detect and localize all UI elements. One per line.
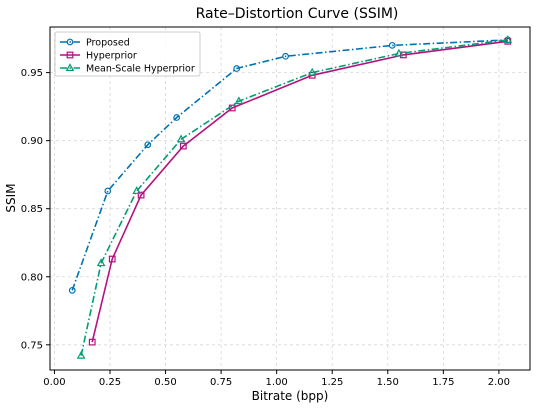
x-tick-label: 1.25 bbox=[321, 377, 343, 388]
data-point-proposed bbox=[173, 114, 181, 121]
y-tick-label: 0.90 bbox=[21, 136, 43, 147]
data-point-mean-scale-hyperprior bbox=[176, 134, 186, 143]
plot-frame bbox=[49, 26, 531, 371]
data-point-mean-scale-hyperprior bbox=[394, 48, 404, 57]
series-line-proposed bbox=[71, 39, 508, 291]
legend-item-proposed: Proposed bbox=[60, 38, 130, 49]
series-line-mean-scale-hyperprior bbox=[80, 39, 508, 356]
data-point-proposed bbox=[233, 65, 241, 72]
data-point-hyperprior bbox=[399, 51, 407, 59]
legend-marker-hyperprior bbox=[66, 51, 74, 59]
data-point-mean-scale-hyperprior bbox=[503, 35, 513, 43]
x-tick-label: 0.00 bbox=[43, 377, 65, 388]
legend-label-proposed: Proposed bbox=[86, 38, 130, 49]
data-point-proposed bbox=[388, 41, 396, 49]
series-hyperprior bbox=[88, 37, 512, 346]
x-tick-label: 0.25 bbox=[99, 377, 121, 388]
legend-marker-mean-scale-hyperprior bbox=[65, 63, 75, 72]
data-point-mean-scale-hyperprior bbox=[132, 186, 141, 195]
x-tick-label: 0.50 bbox=[154, 377, 176, 388]
legend-item-hyperprior: Hyperprior bbox=[60, 51, 137, 62]
x-axis-ticks: 0.00 0.25 0.50 0.75 1.00 1.25 1.50 1.75 2.00 bbox=[43, 370, 510, 388]
data-point-proposed bbox=[282, 52, 289, 60]
series-mean-scale-hyperprior bbox=[76, 35, 513, 359]
y-axis-label: SSIM bbox=[4, 183, 18, 212]
series-group bbox=[68, 35, 513, 359]
x-tick-label: 2.00 bbox=[488, 377, 510, 388]
y-tick-label: 0.95 bbox=[21, 68, 43, 79]
data-point-mean-scale-hyperprior bbox=[96, 258, 106, 267]
data-point-hyperprior bbox=[137, 191, 145, 199]
y-tick-label: 0.85 bbox=[21, 204, 43, 215]
x-tick-label: 1.00 bbox=[266, 377, 288, 388]
y-tick-label: 0.75 bbox=[21, 340, 43, 351]
legend-marker-proposed bbox=[66, 38, 74, 46]
data-point-mean-scale-hyperprior bbox=[234, 96, 244, 105]
legend: Proposed Hyperprior Mean-Scale Hyperprior bbox=[54, 31, 201, 77]
legend-label-mean-scale-hyperprior: Mean-Scale Hyperprior bbox=[86, 64, 195, 75]
data-point-mean-scale-hyperprior bbox=[307, 67, 317, 76]
data-point-proposed bbox=[68, 286, 76, 294]
legend-box bbox=[54, 31, 201, 77]
series-line-hyperprior bbox=[91, 40, 508, 343]
y-axis-ticks: 0.75 0.80 0.85 0.90 0.95 bbox=[21, 68, 50, 351]
y-tick-label: 0.80 bbox=[21, 272, 43, 283]
legend-label-hyperprior: Hyperprior bbox=[86, 51, 137, 62]
x-tick-label: 1.50 bbox=[377, 377, 399, 388]
data-point-hyperprior bbox=[108, 255, 116, 263]
data-point-hyperprior bbox=[88, 338, 96, 346]
data-point-hyperprior bbox=[179, 142, 187, 150]
x-tick-label: 1.75 bbox=[432, 377, 454, 388]
data-point-proposed bbox=[104, 187, 112, 195]
chart-title: Rate–Distortion Curve (SSIM) bbox=[196, 6, 399, 22]
legend-item-mean-scale-hyperprior: Mean-Scale Hyperprior bbox=[60, 63, 195, 75]
data-point-mean-scale-hyperprior bbox=[76, 350, 86, 359]
data-point-proposed bbox=[144, 141, 152, 149]
x-tick-label: 0.75 bbox=[210, 377, 232, 388]
x-axis-label: Bitrate (bpp) bbox=[252, 389, 329, 403]
